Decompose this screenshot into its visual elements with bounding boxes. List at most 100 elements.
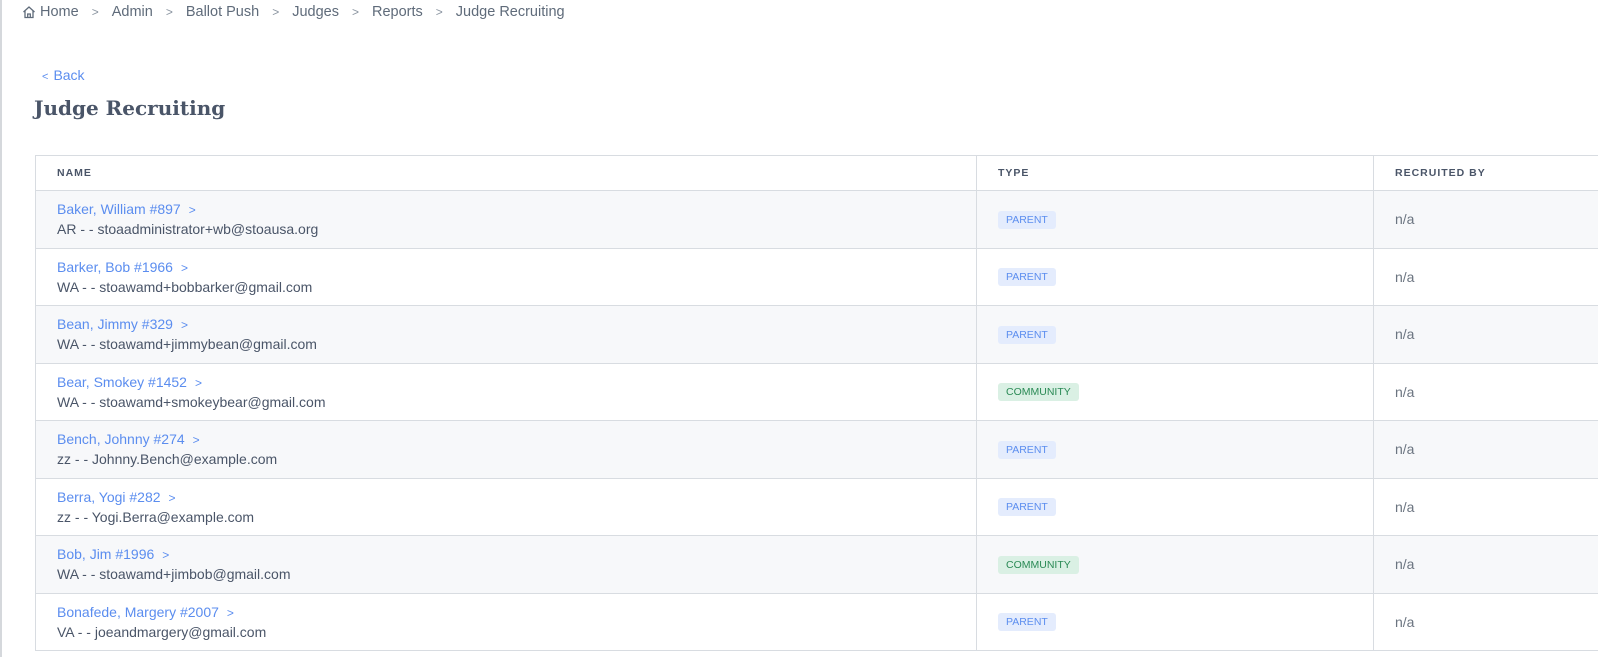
chevron-right-icon: > [180,318,188,333]
chevron-right-icon: > [194,375,202,390]
chevron-right-icon: > [180,260,188,275]
recruited-by: n/a [1395,383,1415,400]
recruited-by-cell: n/a [1373,592,1598,651]
chevron-right-icon: > [272,5,280,19]
recruited-by: n/a [1395,268,1415,285]
recruited-by: n/a [1395,613,1415,630]
chevron-right-icon: > [162,548,170,563]
recruited-by: n/a [1395,556,1415,573]
breadcrumb-current: Judge Recruiting [455,4,565,20]
judge-detail: WA - - stoawamd+jimbob@gmail.com [57,566,291,583]
judge-detail: zz - - Johnny.Bench@example.com [57,451,278,468]
chevron-right-icon: > [91,5,99,19]
type-badge: COMMUNITY [998,383,1079,402]
judge-name: Bear, Smokey #1452 [57,373,187,390]
table-row: Bonafede, Margery #2007 > VA - - joeandma… [35,592,1598,651]
chevron-right-icon: > [165,5,173,19]
chevron-right-icon: > [188,203,196,218]
judge-link[interactable]: Berra, Yogi #282 > [57,489,976,505]
type-badge: PARENT [998,325,1056,344]
type-cell: COMMUNITY [976,535,1374,594]
chevron-right-icon: > [168,490,176,505]
judge-name: Baker, William #897 [57,201,181,218]
chevron-left-icon: < [42,71,49,83]
type-badge: PARENT [998,613,1056,632]
recruited-by-cell: n/a [1373,477,1598,536]
breadcrumb-admin[interactable]: Admin [111,4,153,20]
column-header-name: NAME [35,155,977,191]
type-cell: COMMUNITY [976,362,1374,421]
judge-link[interactable]: Baker, William #897 > [57,201,976,217]
column-header-recruited-by: RECRUITED BY [1373,155,1598,191]
type-cell: PARENT [976,305,1374,364]
recruited-by-cell: n/a [1373,305,1598,364]
judge-detail: zz - - Yogi.Berra@example.com [57,508,255,525]
recruited-by: n/a [1395,441,1415,458]
recruited-by: n/a [1395,326,1415,343]
home-icon [23,6,35,19]
breadcrumb-home[interactable]: Home [40,4,79,20]
breadcrumb-judges[interactable]: Judges [292,4,339,20]
name-cell: Bench, Johnny #274 > zz - - Johnny.Bench@… [35,420,977,479]
name-cell: Bean, Jimmy #329 > WA - - stoawamd+jimmyb… [35,305,977,364]
recruited-by: n/a [1395,498,1415,515]
type-cell: PARENT [976,247,1374,306]
judge-name: Bob, Jim #1996 [57,546,155,563]
type-badge: PARENT [998,440,1056,459]
type-badge: PARENT [998,268,1056,287]
column-header-type: TYPE [976,155,1374,191]
breadcrumb-ballot-push[interactable]: Ballot Push [185,4,260,20]
type-cell: PARENT [976,420,1374,479]
recruited-by-cell: n/a [1373,420,1598,479]
breadcrumb: Home > Admin > Ballot Push > Judges > Report… [22,4,565,20]
judge-detail: WA - - stoawamd+bobbarker@gmail.com [57,278,313,295]
recruited-by-cell: n/a [1373,247,1598,306]
judge-name: Bench, Johnny #274 [57,431,185,448]
type-badge: PARENT [998,498,1056,517]
judge-link[interactable]: Bean, Jimmy #329 > [57,316,976,332]
judge-name: Barker, Bob #1966 [57,258,173,275]
breadcrumb-reports[interactable]: Reports [371,4,423,20]
type-badge: COMMUNITY [998,555,1079,574]
chevron-right-icon: > [351,5,359,19]
judge-name: Bean, Jimmy #329 [57,316,173,333]
table-row: Barker, Bob #1966 > WA - - stoawamd+bobba… [35,247,1598,306]
name-cell: Barker, Bob #1966 > WA - - stoawamd+bobba… [35,247,977,306]
chevron-right-icon: > [192,433,200,448]
table-row: Bob, Jim #1996 > WA - - stoawamd+jimbob@g… [35,535,1598,594]
table-row: Berra, Yogi #282 > zz - - Yogi.Berra@exam… [35,477,1598,536]
table-row: Bench, Johnny #274 > zz - - Johnny.Bench@… [35,420,1598,479]
name-cell: Berra, Yogi #282 > zz - - Yogi.Berra@exam… [35,477,977,536]
name-cell: Bob, Jim #1996 > WA - - stoawamd+jimbob@g… [35,535,977,594]
chevron-right-icon: > [226,605,234,620]
judge-detail: WA - - stoawamd+jimmybean@gmail.com [57,336,317,353]
back-label: Back [53,67,85,83]
recruited-by: n/a [1395,211,1415,228]
page-title: Judge Recruiting [34,96,226,120]
table-row: Bear, Smokey #1452 > WA - - stoawamd+smok… [35,362,1598,421]
back-link[interactable]: < Back [42,67,85,83]
type-cell: PARENT [976,477,1374,536]
type-cell: PARENT [976,190,1374,249]
judges-table: NAME TYPE RECRUITED BY Baker, William #8… [35,155,1598,651]
judge-name: Berra, Yogi #282 [57,488,161,505]
judge-detail: AR - - stoaadministrator+wb@stoausa.org [57,221,319,238]
name-cell: Baker, William #897 > AR - - stoaadminist… [35,190,977,249]
judge-detail: VA - - joeandmargery@gmail.com [57,623,267,640]
judge-link[interactable]: Bonafede, Margery #2007 > [57,604,976,620]
judge-name: Bonafede, Margery #2007 [57,603,219,620]
name-cell: Bonafede, Margery #2007 > VA - - joeandma… [35,592,977,651]
judge-detail: WA - - stoawamd+smokeybear@gmail.com [57,393,326,410]
chevron-right-icon: > [435,5,443,19]
judge-link[interactable]: Bench, Johnny #274 > [57,431,976,447]
judge-link[interactable]: Bear, Smokey #1452 > [57,374,976,390]
recruited-by-cell: n/a [1373,190,1598,249]
judge-link[interactable]: Barker, Bob #1966 > [57,259,976,275]
table-row: Baker, William #897 > AR - - stoaadminist… [35,190,1598,249]
recruited-by-cell: n/a [1373,362,1598,421]
type-cell: PARENT [976,592,1374,651]
type-badge: PARENT [998,210,1056,229]
judge-link[interactable]: Bob, Jim #1996 > [57,546,976,562]
recruited-by-cell: n/a [1373,535,1598,594]
table-row: Bean, Jimmy #329 > WA - - stoawamd+jimmyb… [35,305,1598,364]
